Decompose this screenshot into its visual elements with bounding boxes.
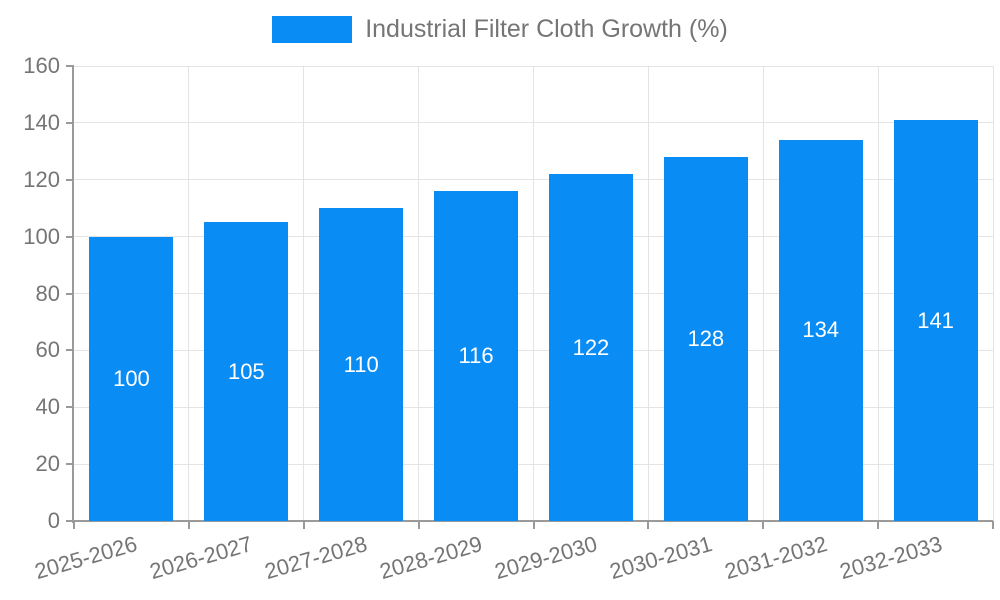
gridline-vertical <box>877 66 879 521</box>
gridline-vertical <box>303 66 305 521</box>
y-axis-label: 160 <box>23 53 60 78</box>
x-axis-tick <box>762 521 765 529</box>
bar: 122 <box>548 174 633 521</box>
bar: 110 <box>319 208 404 521</box>
legend[interactable]: Industrial Filter Cloth Growth (%) <box>0 16 1000 43</box>
x-axis-tick <box>877 521 880 529</box>
gridline-vertical <box>418 66 420 521</box>
bar-value-label: 105 <box>227 358 265 384</box>
y-axis-tick <box>66 520 74 522</box>
y-axis-label: 100 <box>23 223 60 249</box>
y-axis-tick <box>66 349 74 352</box>
gridline-vertical <box>992 66 994 521</box>
gridline-vertical <box>647 66 649 521</box>
bar-value-label: 141 <box>917 307 954 333</box>
gridline-vertical <box>533 66 534 521</box>
bar: 128 <box>663 157 748 521</box>
y-axis-label: 20 <box>35 451 60 477</box>
y-axis-label: 140 <box>23 109 60 135</box>
y-axis-line <box>72 66 74 523</box>
x-axis-line <box>72 520 993 522</box>
y-axis-tick <box>66 406 74 409</box>
y-axis-label: 0 <box>47 508 60 533</box>
x-axis-tick <box>532 521 535 529</box>
bar: 116 <box>434 191 519 521</box>
y-axis-tick <box>66 121 74 124</box>
legend-color-swatch <box>272 16 353 43</box>
y-axis-tick <box>66 235 74 238</box>
y-axis-label: 80 <box>35 280 60 306</box>
gridline-vertical <box>762 66 764 521</box>
y-axis-tick <box>66 178 74 181</box>
bar: 134 <box>778 139 863 521</box>
y-axis-label: 40 <box>35 394 60 420</box>
bar-value-label: 128 <box>687 326 725 351</box>
legend-label: Industrial Filter Cloth Growth (%) <box>365 15 728 43</box>
bar-value-label: 134 <box>802 317 840 343</box>
x-axis-tick <box>992 521 994 529</box>
x-axis-tick <box>417 521 420 529</box>
y-axis-tick <box>66 463 74 466</box>
bar-value-label: 110 <box>343 351 379 377</box>
bar: 100 <box>89 236 174 521</box>
bar: 141 <box>893 120 978 521</box>
x-axis-tick <box>647 521 650 529</box>
x-axis-tick <box>302 521 305 529</box>
bar-value-label: 122 <box>572 334 610 360</box>
y-axis-tick <box>66 292 74 295</box>
bar-value-label: 100 <box>113 365 150 391</box>
x-axis-tick <box>187 521 190 529</box>
y-axis-tick <box>66 65 74 67</box>
y-axis-label: 60 <box>35 337 60 363</box>
y-axis-label: 120 <box>23 166 60 192</box>
bar: 105 <box>204 222 289 521</box>
x-axis-tick <box>73 521 75 529</box>
bar-value-label: 116 <box>458 343 494 369</box>
gridline-vertical <box>188 66 190 521</box>
